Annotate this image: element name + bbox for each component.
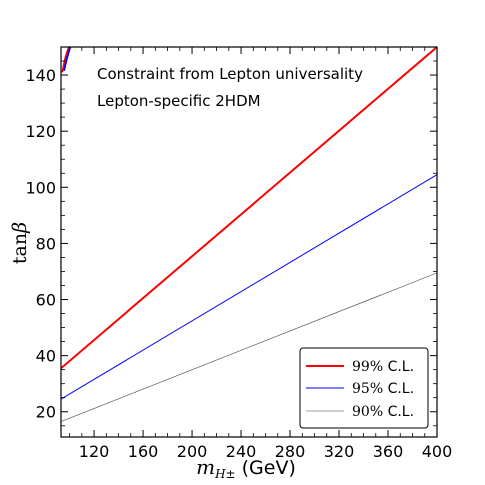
legend-label-90: 90% C.L. [352, 404, 414, 420]
y-tick-label: 40 [36, 347, 56, 366]
x-tick-label: 280 [275, 442, 306, 461]
x-tick-label: 200 [177, 442, 208, 461]
x-axis-symbol: m [196, 455, 215, 479]
annotation-title: Constraint from Lepton universality [97, 65, 363, 83]
x-tick-label: 160 [128, 442, 159, 461]
x-tick-label: 320 [324, 442, 355, 461]
series-line-90 [61, 272, 437, 422]
x-tick-label: 240 [226, 442, 257, 461]
y-tick-label: 100 [25, 178, 56, 197]
plot-frame [60, 46, 438, 438]
x-axis-subscript: H± [214, 467, 236, 481]
x-axis-unit: (GeV) [242, 457, 296, 479]
y-axis-prefix: tan [9, 233, 31, 264]
tick-layer: 120 160 200 240 280 320 360 400 20 40 60 80 100 120 14… [25, 46, 453, 461]
x-tick-label: 360 [373, 442, 404, 461]
y-axis-label: tanβ [9, 222, 31, 264]
x-tick-label: 400 [422, 442, 453, 461]
corner-curve [61, 47, 71, 73]
legend-label-95: 95% C.L. [352, 381, 414, 397]
x-axis-label: mH± (GeV) [196, 455, 296, 481]
series-layer [61, 47, 437, 422]
legend: 99% C.L. 95% C.L. 90% C.L. [299, 347, 429, 429]
y-tick-label: 120 [25, 122, 56, 141]
y-tick-label: 80 [36, 234, 56, 253]
x-tick-label: 120 [79, 442, 110, 461]
legend-label-99: 99% C.L. [352, 359, 414, 375]
series-line-95 [61, 174, 437, 400]
annotation-subtitle: Lepton-specific 2HDM [97, 92, 261, 110]
y-tick-label: 20 [36, 403, 56, 422]
legend-box [299, 347, 429, 429]
y-axis-symbol: β [9, 222, 31, 234]
y-tick-label: 140 [25, 66, 56, 85]
series-line-99 [61, 47, 437, 370]
y-tick-label: 60 [36, 291, 56, 310]
